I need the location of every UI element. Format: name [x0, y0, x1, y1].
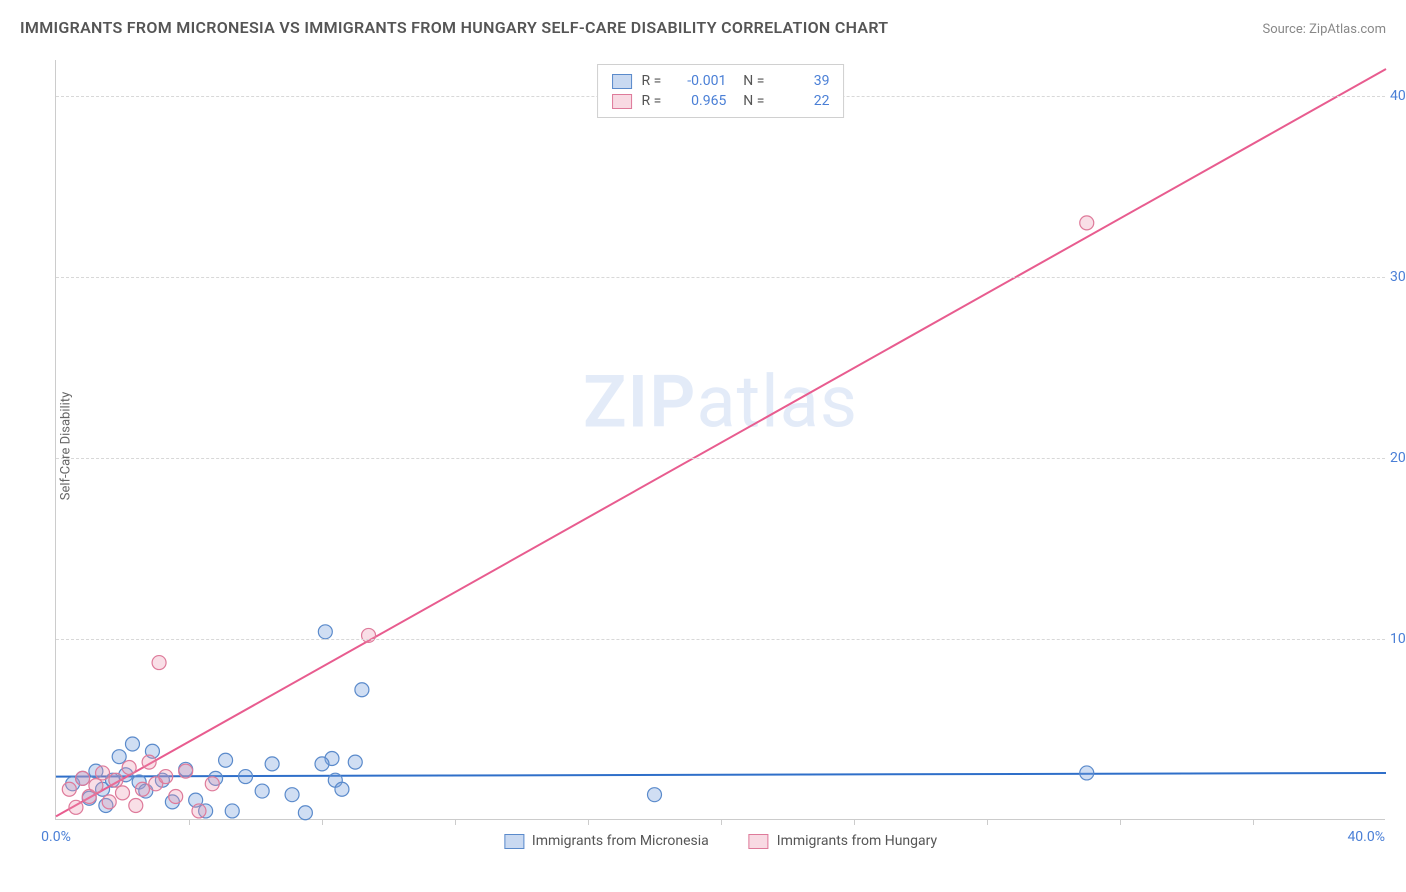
point-hungary — [135, 782, 149, 796]
point-hungary — [109, 773, 123, 787]
legend-item-micronesia: Immigrants from Micronesia — [504, 833, 709, 849]
point-micronesia — [1080, 766, 1094, 780]
gridline — [56, 277, 1385, 278]
point-micronesia — [348, 755, 362, 769]
series-legend: Immigrants from Micronesia Immigrants fr… — [504, 833, 937, 849]
correlation-legend: R = -0.001 N = 39 R = 0.965 N = 22 — [597, 64, 845, 118]
x-tick-mark — [1120, 819, 1121, 825]
point-hungary — [69, 800, 83, 814]
point-hungary — [122, 761, 136, 775]
r-label: R = — [642, 93, 662, 109]
point-micronesia — [255, 784, 269, 798]
legend-label: Immigrants from Hungary — [777, 833, 937, 849]
point-hungary — [142, 755, 156, 769]
scatter-plot-svg — [56, 60, 1385, 819]
swatch-pink — [612, 94, 632, 109]
point-micronesia — [285, 788, 299, 802]
point-micronesia — [355, 683, 369, 697]
chart-area: ZIPatlas R = -0.001 N = 39 R = 0.965 N =… — [55, 60, 1385, 820]
point-micronesia — [298, 806, 312, 820]
point-micronesia — [239, 770, 253, 784]
n-label: N = — [736, 93, 764, 109]
point-hungary — [169, 789, 183, 803]
point-micronesia — [318, 625, 332, 639]
swatch-blue — [504, 834, 524, 849]
n-value-micronesia: 39 — [774, 73, 829, 89]
point-hungary — [192, 804, 206, 818]
point-micronesia — [265, 757, 279, 771]
point-hungary — [179, 764, 193, 778]
y-tick-label: 10.0% — [1390, 631, 1406, 647]
trendline-hungary — [56, 69, 1386, 816]
y-tick-label: 30.0% — [1390, 269, 1406, 285]
legend-row-micronesia: R = -0.001 N = 39 — [612, 71, 830, 91]
legend-item-hungary: Immigrants from Hungary — [749, 833, 937, 849]
point-hungary — [1080, 216, 1094, 230]
point-hungary — [159, 770, 173, 784]
n-value-hungary: 22 — [774, 93, 829, 109]
y-tick-label: 40.0% — [1390, 88, 1406, 104]
point-hungary — [102, 795, 116, 809]
x-tick-mark — [189, 819, 190, 825]
point-hungary — [362, 628, 376, 642]
point-hungary — [205, 777, 219, 791]
point-micronesia — [315, 757, 329, 771]
point-micronesia — [125, 737, 139, 751]
point-hungary — [76, 771, 90, 785]
x-tick-mark — [588, 819, 589, 825]
point-hungary — [152, 656, 166, 670]
legend-label: Immigrants from Micronesia — [532, 833, 709, 849]
swatch-pink — [749, 834, 769, 849]
x-tick-mark — [455, 819, 456, 825]
x-tick-max: 40.0% — [1347, 829, 1385, 845]
point-micronesia — [112, 750, 126, 764]
point-hungary — [129, 799, 143, 813]
point-micronesia — [219, 753, 233, 767]
x-tick-mark — [1253, 819, 1254, 825]
point-hungary — [116, 786, 130, 800]
point-micronesia — [648, 788, 662, 802]
point-hungary — [96, 766, 110, 780]
chart-title: IMMIGRANTS FROM MICRONESIA VS IMMIGRANTS… — [20, 18, 888, 37]
point-hungary — [62, 782, 76, 796]
x-tick-mark — [987, 819, 988, 825]
point-micronesia — [225, 804, 239, 818]
r-label: R = — [642, 73, 662, 89]
swatch-blue — [612, 74, 632, 89]
gridline — [56, 458, 1385, 459]
trendline-micronesia — [56, 773, 1386, 777]
r-value-hungary: 0.965 — [671, 93, 726, 109]
n-label: N = — [736, 73, 764, 89]
x-tick-min: 0.0% — [41, 829, 71, 845]
x-tick-mark — [322, 819, 323, 825]
point-micronesia — [335, 782, 349, 796]
legend-row-hungary: R = 0.965 N = 22 — [612, 91, 830, 111]
gridline — [56, 639, 1385, 640]
x-tick-mark — [721, 819, 722, 825]
y-tick-label: 20.0% — [1390, 450, 1406, 466]
r-value-micronesia: -0.001 — [671, 73, 726, 89]
source-label: Source: ZipAtlas.com — [1262, 22, 1386, 37]
point-hungary — [89, 779, 103, 793]
x-tick-mark — [854, 819, 855, 825]
